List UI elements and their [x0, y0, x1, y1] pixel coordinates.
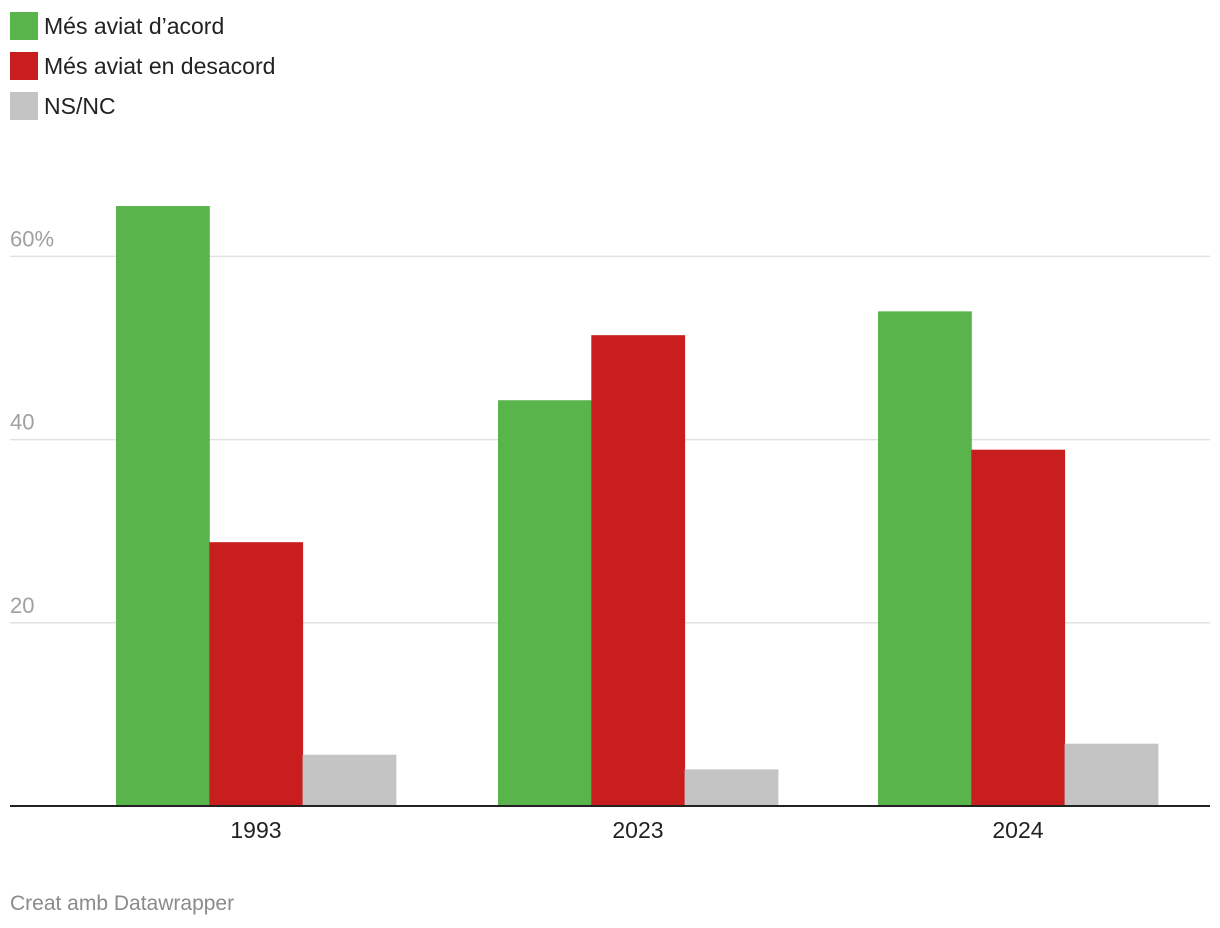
legend: Més aviat d’acord Més aviat en desacord NS… — [10, 12, 275, 120]
y-axis: 20 40 60% — [10, 226, 54, 617]
bar-2024-series-1[interactable] — [878, 311, 972, 806]
x-tick-label-2023: 2023 — [612, 817, 663, 843]
legend-label-2: Més aviat en desacord — [44, 53, 275, 79]
bar-1993-series-1[interactable] — [116, 206, 210, 806]
bar-1993-series-2[interactable] — [209, 542, 304, 806]
bars — [116, 206, 1159, 806]
bar-2023-series-1[interactable] — [498, 400, 592, 806]
bar-2023-series-2[interactable] — [591, 335, 686, 806]
x-tick-label-2024: 2024 — [992, 817, 1043, 843]
credit-text[interactable]: Creat amb Datawrapper — [10, 892, 234, 915]
x-axis: 1993 2023 2024 — [230, 817, 1043, 843]
bar-2023-series-3[interactable] — [684, 769, 779, 806]
y-tick-label-60: 60% — [10, 226, 54, 251]
bar-2024-series-3[interactable] — [1064, 743, 1159, 806]
legend-label-3: NS/NC — [44, 93, 116, 119]
bar-1993-series-3[interactable] — [302, 754, 397, 806]
x-tick-label-1993: 1993 — [230, 817, 281, 843]
legend-swatch-2 — [10, 52, 38, 80]
legend-swatch-3 — [10, 92, 38, 120]
legend-swatch-1 — [10, 12, 38, 40]
y-tick-label-20: 20 — [10, 593, 34, 618]
legend-label-1: Més aviat d’acord — [44, 13, 224, 39]
y-tick-label-40: 40 — [10, 410, 34, 435]
bar-2024-series-2[interactable] — [971, 449, 1066, 806]
